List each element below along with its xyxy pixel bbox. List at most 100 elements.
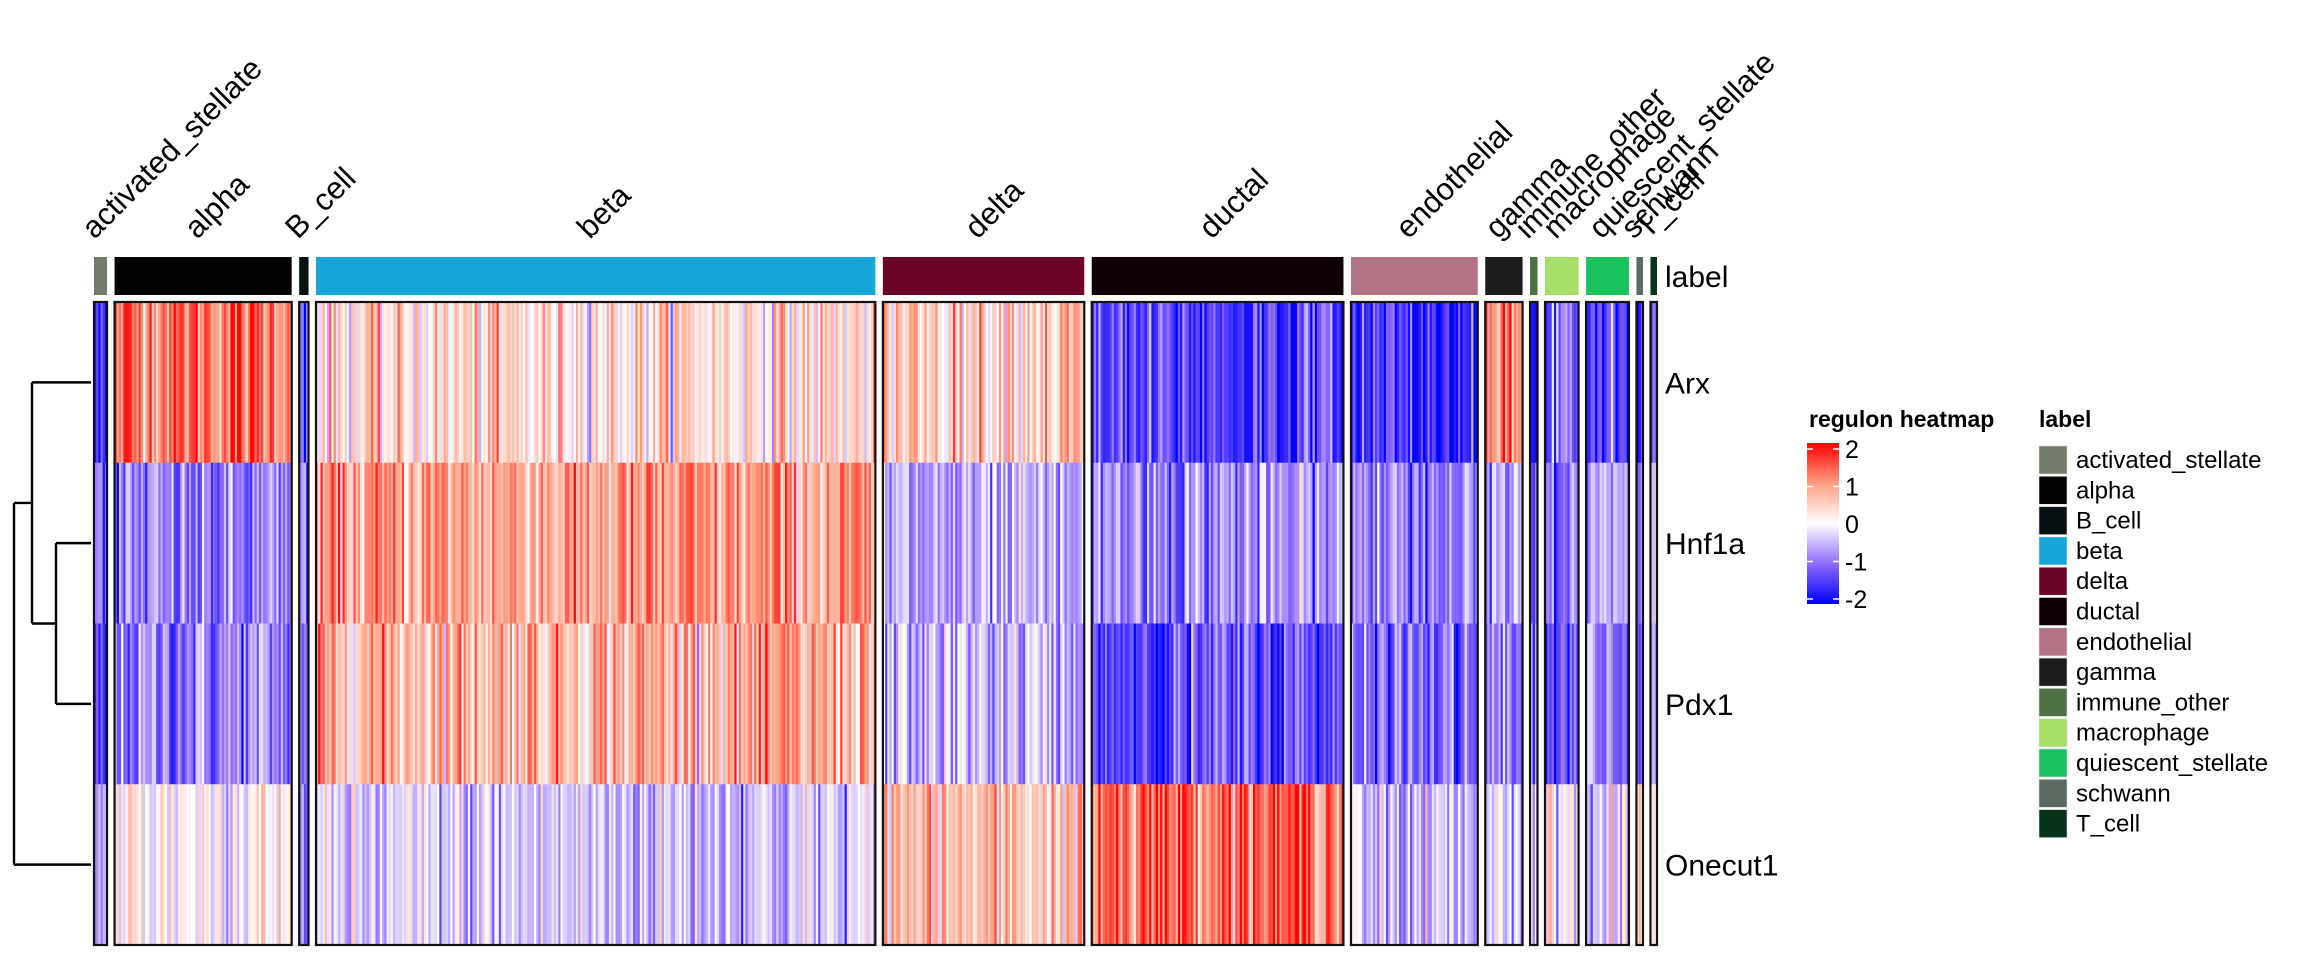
heatmap-cell-beta-Onecut1 (316, 784, 876, 946)
heatmap-cell-ductal-Onecut1 (1091, 784, 1344, 946)
heatmap-cell-alpha-Pdx1 (114, 623, 293, 785)
heatmap-slice-quiescent_stellate (1584, 300, 1631, 947)
heatmap-cell-macrophage-Pdx1 (1545, 623, 1579, 785)
legend-label-beta: beta (2076, 538, 2123, 565)
slice-border (1528, 300, 1539, 947)
annotation-legend-title: label (2039, 406, 2091, 432)
legend-label-macrophage: macrophage (2076, 720, 2209, 747)
heatmap-cell-endothelial-Arx (1350, 302, 1479, 464)
heatmap-cell-endothelial-Pdx1 (1350, 623, 1479, 785)
heatmap-cell-macrophage-Hnf1a (1545, 462, 1579, 624)
color-scale-legend: regulon heatmap 2 1 0 -1 -2 (1807, 406, 1994, 614)
heatmap-body (92, 300, 1659, 947)
slice-border (1349, 300, 1479, 947)
annotation-block-endothelial (1350, 257, 1478, 295)
slice-border (298, 300, 310, 947)
heatmap-cell-alpha-Hnf1a (114, 462, 293, 624)
slice-border (1584, 300, 1631, 947)
heatmap-cell-gamma-Pdx1 (1485, 623, 1523, 785)
heatmap-slice-delta (881, 300, 1086, 947)
annotation-block-gamma (1485, 257, 1523, 295)
annotation-block-T_cell (1650, 257, 1657, 295)
slice-border (881, 300, 1086, 947)
annotation-block-beta (316, 257, 876, 295)
heatmap-cell-activated_stellate-Arx (94, 302, 108, 464)
annotation-bar-label: label (1665, 261, 1728, 294)
legend-label-schwann: schwann (2076, 780, 2171, 807)
heatmap-slice-alpha (113, 300, 293, 947)
row-dendrogram (12, 381, 91, 866)
legend-label-B_cell: B_cell (2076, 508, 2141, 535)
legend-swatch-schwann (2038, 778, 2068, 808)
heatmap-cell-gamma-Onecut1 (1485, 784, 1523, 946)
column-label-ductal: ductal (1192, 162, 1275, 245)
heatmap-cell-gamma-Hnf1a (1485, 462, 1523, 624)
slice-border (1090, 300, 1345, 947)
heatmap-slice-beta (314, 300, 877, 947)
legend-swatch-macrophage (2038, 718, 2068, 748)
color-tick-label: 2 (1845, 436, 1859, 464)
legend-swatch-quiescent_stellate (2038, 748, 2068, 778)
slice-border (1484, 300, 1524, 947)
heatmap-cell-delta-Pdx1 (882, 623, 1085, 785)
legend-label-ductal: ductal (2076, 599, 2140, 626)
column-label-activated_stellate: activated_stellate (75, 51, 269, 245)
heatmap-cell-macrophage-Arx (1545, 302, 1579, 464)
legend-label-endothelial: endothelial (2076, 629, 2192, 656)
heatmap-cell-alpha-Onecut1 (114, 784, 293, 946)
heatmap-cell-ductal-Pdx1 (1091, 623, 1344, 785)
slice-border (1543, 300, 1580, 947)
legend-swatch-delta (2038, 566, 2068, 596)
heatmap-cell-gamma-Arx (1485, 302, 1523, 464)
annotation-block-macrophage (1545, 257, 1579, 295)
color-tick-label: -2 (1845, 586, 1867, 614)
heatmap-cell-activated_stellate-Hnf1a (94, 462, 108, 624)
slice-border (113, 300, 293, 947)
slice-border (314, 300, 877, 947)
heatmap-slice-ductal (1090, 300, 1345, 947)
column-label-delta: delta (958, 172, 1031, 245)
heatmap-slice-immune_other (1528, 300, 1539, 947)
legend-label-alpha: alpha (2076, 477, 2135, 504)
heatmap-slice-gamma (1484, 300, 1524, 947)
heatmap-cell-activated_stellate-Pdx1 (94, 623, 108, 785)
legend-swatch-alpha (2038, 475, 2068, 505)
heatmap-cell-endothelial-Onecut1 (1350, 784, 1479, 946)
color-tick-label: -1 (1845, 549, 1867, 577)
row-label-Pdx1: Pdx1 (1665, 689, 1733, 722)
heatmap-cell-beta-Arx (316, 302, 876, 464)
slice-border (92, 300, 109, 947)
column-label-beta: beta (570, 177, 638, 245)
legend-swatch-B_cell (2038, 506, 2068, 535)
heatmap-slice-T_cell (1649, 300, 1659, 947)
slice-border (1635, 300, 1645, 947)
row-label-Onecut1: Onecut1 (1665, 850, 1778, 883)
column-annotation-bar (94, 257, 1657, 295)
heatmap-cell-quiescent_stellate-Arx (1586, 302, 1630, 464)
heatmap-cell-delta-Onecut1 (882, 784, 1085, 946)
row-label-Arx: Arx (1665, 367, 1710, 400)
heatmap-cell-delta-Arx (882, 302, 1085, 464)
annotation-block-activated_stellate (94, 257, 108, 295)
column-label-alpha: alpha (177, 166, 256, 245)
legend-swatch-beta (2038, 536, 2068, 566)
heatmap-cell-alpha-Arx (114, 302, 293, 464)
heatmap-cell-quiescent_stellate-Onecut1 (1586, 784, 1630, 946)
legend-swatch-ductal (2038, 597, 2068, 626)
annotation-block-alpha (114, 257, 292, 295)
heatmap-slice-B_cell (298, 300, 310, 947)
legend-label-gamma: gamma (2076, 659, 2157, 686)
heatmap-cell-endothelial-Hnf1a (1350, 462, 1479, 624)
row-label-Hnf1a: Hnf1a (1665, 528, 1745, 561)
heatmap-cell-ductal-Hnf1a (1091, 462, 1344, 624)
heatmap-cell-activated_stellate-Onecut1 (94, 784, 108, 946)
legend-swatch-immune_other (2038, 688, 2068, 717)
heatmap-cell-ductal-Arx (1091, 302, 1344, 464)
legend-swatch-T_cell (2038, 809, 2068, 838)
row-labels: Arx Hnf1a Pdx1 Onecut1 (1665, 367, 1778, 882)
annotation-block-ductal (1091, 257, 1344, 295)
heatmap-cell-beta-Pdx1 (316, 623, 876, 785)
